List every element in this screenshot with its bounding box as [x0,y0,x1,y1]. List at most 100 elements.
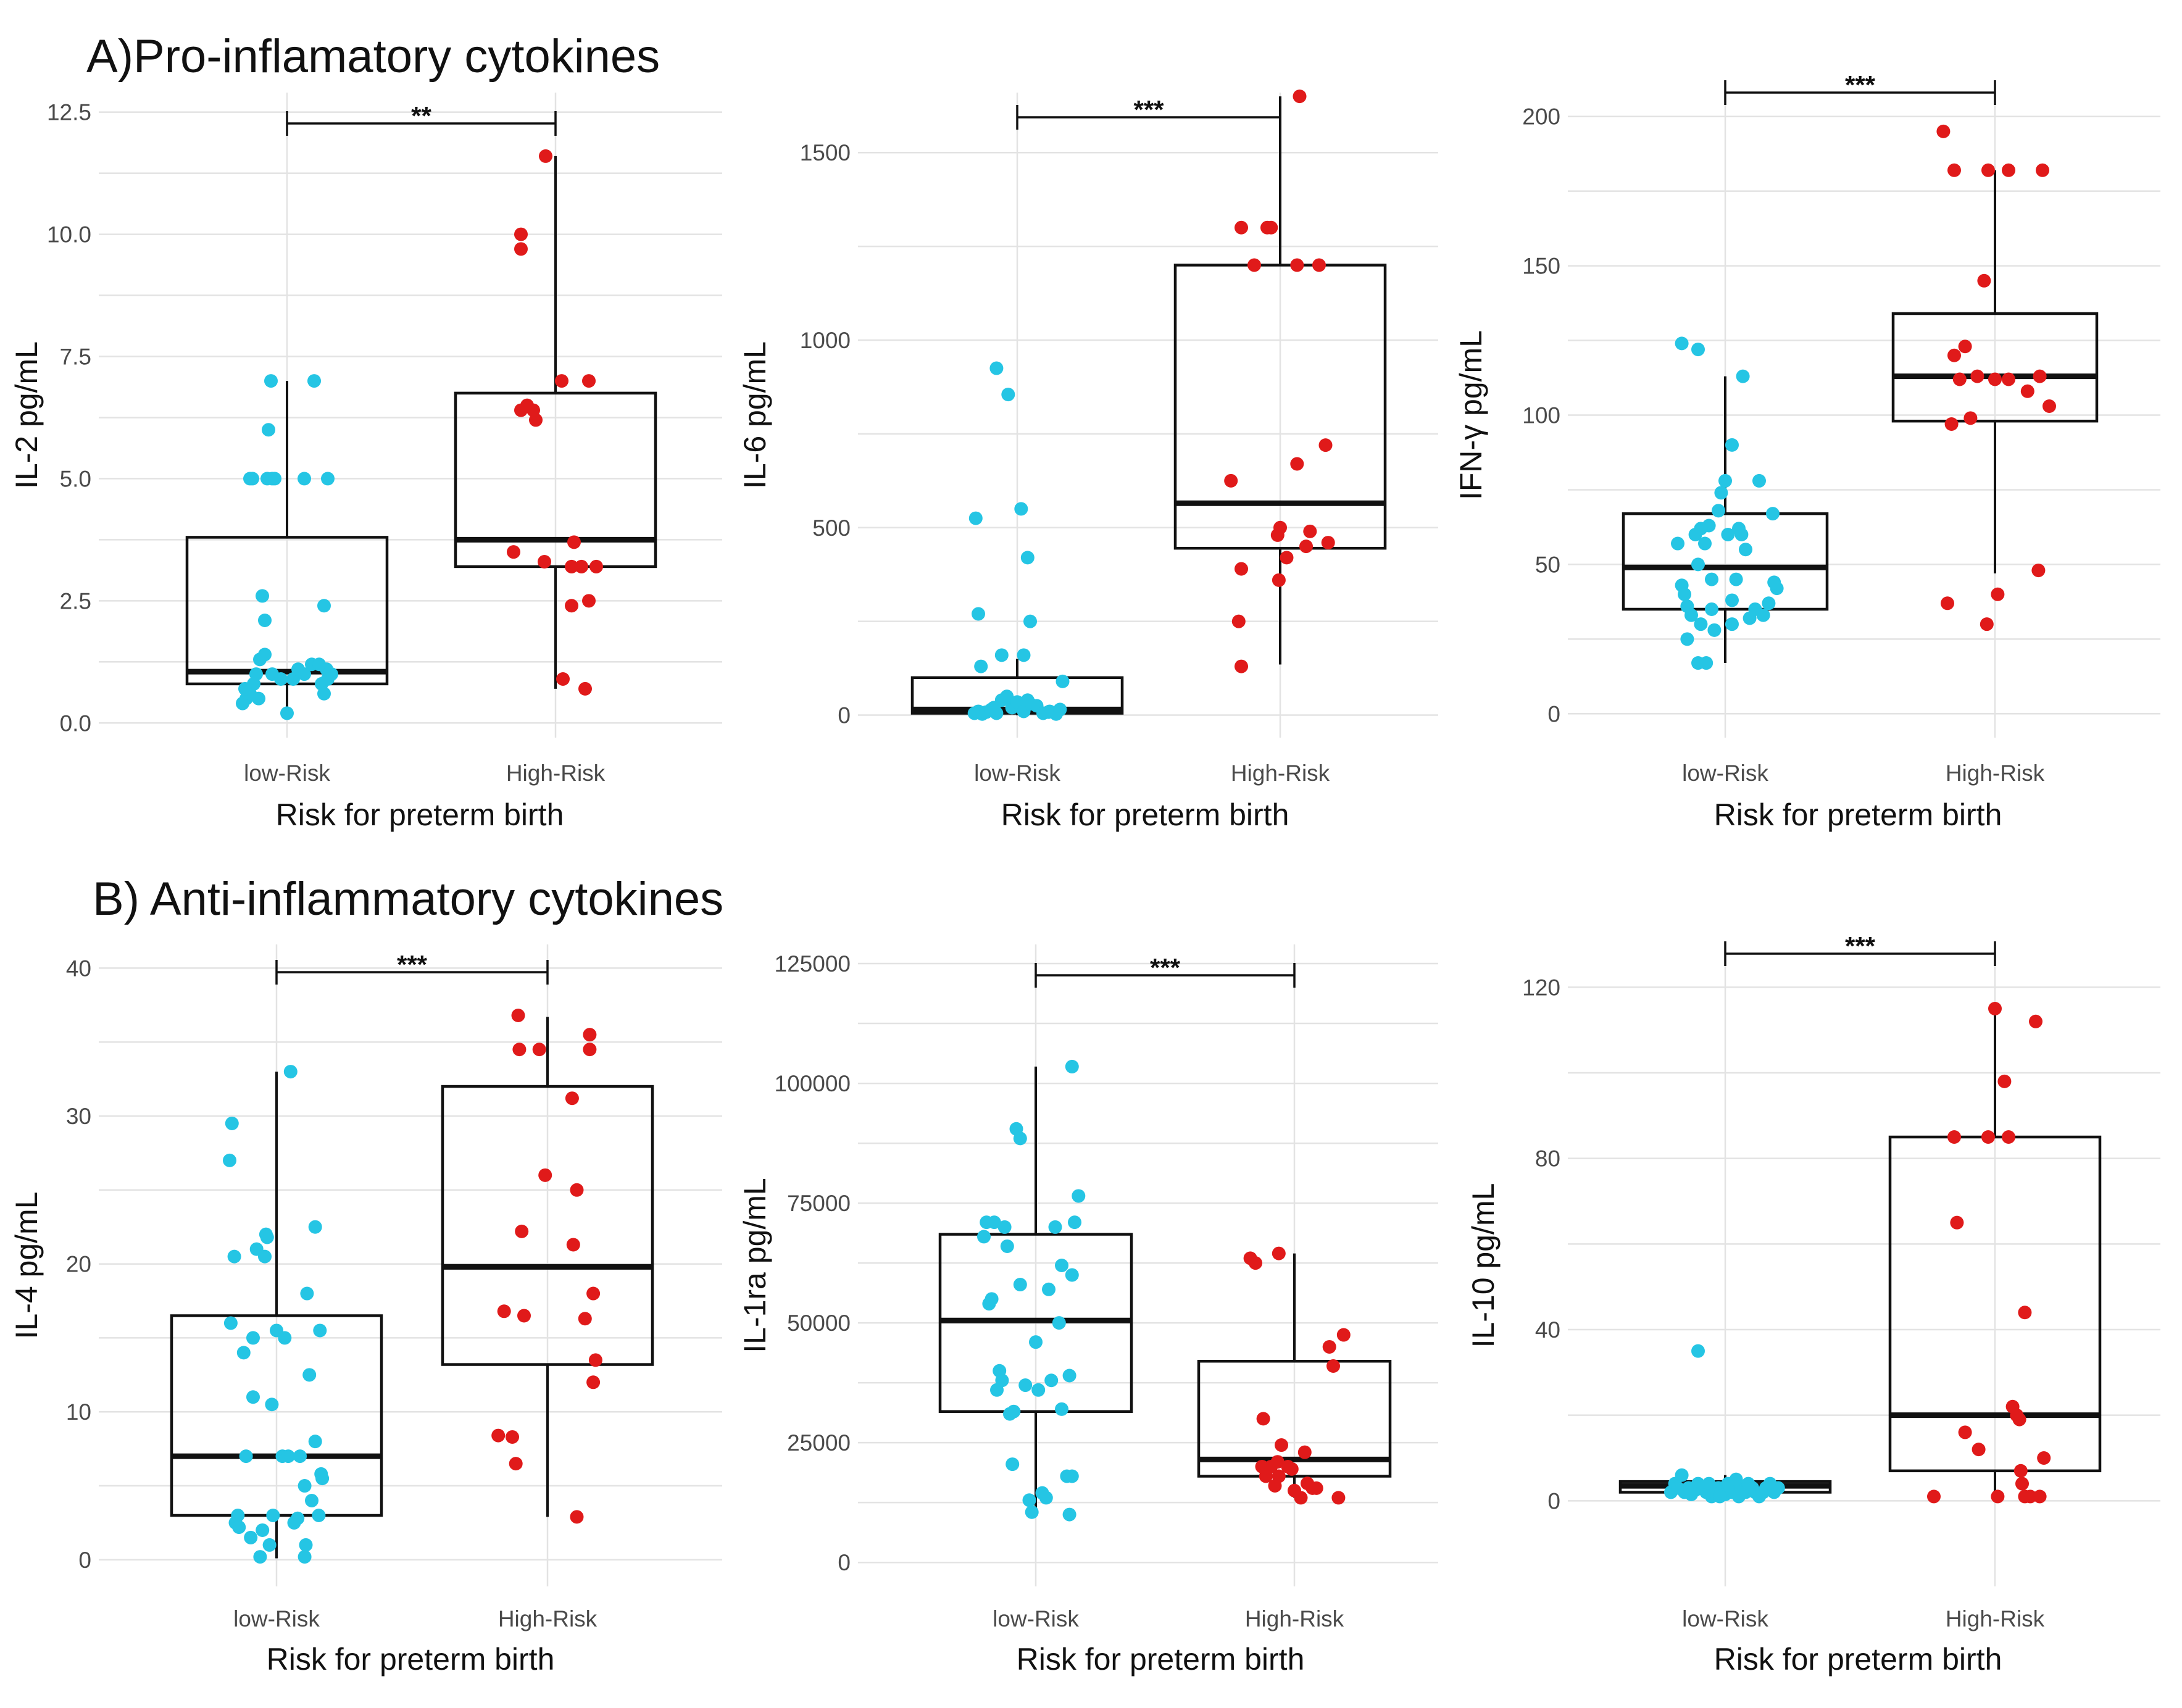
point-high-risk [1947,163,1961,177]
point-high-risk [1944,417,1959,431]
point-high-risk [2012,1412,2026,1427]
point-low-risk [1712,504,1725,518]
point-low-risk [1013,1278,1027,1292]
point-high-risk [1941,596,1954,610]
point-high-risk [1321,536,1335,550]
point-low-risk [1766,507,1780,521]
point-high-risk [506,1430,519,1444]
point-high-risk [2033,369,2047,383]
box-iqr [1197,1359,1392,1478]
point-low-risk [232,1520,246,1535]
point-high-risk [1326,1359,1340,1373]
point-low-risk [1752,473,1766,488]
y-tick-label: 10 [66,1399,91,1425]
point-high-risk [565,599,578,613]
x-axis-title: Risk for preterm birth [1017,1642,1305,1677]
point-low-risk [1065,1469,1079,1483]
chart-il6: 0 500 1000 1500 *** low-Risk High-Risk Risk for… [738,90,1438,832]
x-axis-title: Risk for preterm birth [267,1642,555,1677]
point-low-risk [307,374,321,388]
significance-bracket: *** [1724,931,1996,966]
point-low-risk [291,662,305,677]
x-tick-label: High-Risk [1231,760,1330,786]
point-high-risk [567,535,581,549]
point-high-risk [570,1183,584,1197]
point-high-risk [2020,384,2034,398]
point-low-risk [258,648,272,662]
point-high-risk [1235,220,1248,235]
point-high-risk [1294,1491,1308,1505]
point-high-risk [1249,1256,1262,1270]
point-high-risk [1927,1489,1941,1504]
box-low-Risk [938,1066,1133,1512]
point-low-risk [1756,608,1770,622]
point-low-risk [977,1230,991,1244]
point-low-risk [317,599,331,613]
point-high-risk [538,1168,552,1182]
point-high-risk [517,1309,531,1323]
point-low-risk [238,681,252,696]
point-low-risk [1001,388,1015,402]
point-low-risk [1062,1507,1076,1522]
point-low-risk [1675,336,1689,351]
point-high-risk [514,227,528,241]
point-high-risk [1256,1412,1270,1426]
point-low-risk [1020,693,1035,707]
y-tick-label: 120 [1522,975,1560,1000]
point-low-risk [313,1323,327,1338]
significance-bracket: *** [275,950,549,985]
point-high-risk [1991,587,2005,601]
point-low-risk [236,1346,251,1360]
point-low-risk [1000,689,1014,704]
point-high-risk [1297,1445,1312,1459]
y-tick-label: 2.5 [60,588,91,614]
y-tick-label: 100000 [775,1071,851,1096]
point-low-risk [308,1435,322,1449]
point-high-risk [1272,1246,1286,1260]
y-tick-label: 10.0 [47,222,91,248]
point-low-risk [974,659,988,673]
point-low-risk [1065,1268,1079,1282]
point-low-risk [244,1530,258,1544]
point-low-risk [1042,1282,1056,1296]
point-low-risk [293,1449,307,1464]
x-axis-title: Risk for preterm birth [1714,798,2002,832]
point-low-risk [258,1249,272,1264]
point-high-risk [512,1043,527,1057]
point-high-risk [589,559,603,573]
y-tick-label: 30 [66,1104,91,1129]
point-low-risk [989,361,1004,375]
x-tick-label: low-Risk [1682,760,1768,786]
point-high-risk [2002,1130,2015,1144]
significance-label: *** [1150,953,1181,982]
point-low-risk [1013,1131,1027,1146]
y-tick-label: 20 [66,1252,91,1277]
point-high-risk [566,1238,580,1252]
point-high-risk [509,1457,523,1471]
point-low-risk [1729,572,1743,586]
point-low-risk [256,589,269,603]
point-low-risk [1699,656,1714,670]
significance-label: ** [411,101,431,130]
point-low-risk [995,1373,1009,1388]
point-high-risk [2018,1306,2032,1320]
point-low-risk [265,1398,279,1412]
y-tick-label: 0 [1547,1488,1560,1514]
x-axis-title: Risk for preterm birth [1714,1642,2002,1677]
point-low-risk [1694,522,1708,536]
point-high-risk [1312,258,1326,272]
point-low-risk [1725,593,1739,607]
y-tick-label: 0.0 [60,710,91,736]
chart-il1ra: 0 25000 50000 75000 100000 125000 *** low-Risk H… [738,944,1438,1677]
box-low-Risk [185,381,389,714]
y-tick-label: 75000 [787,1191,851,1216]
x-tick-label: High-Risk [1946,1606,2045,1631]
point-low-risk [298,1479,312,1493]
point-high-risk [529,413,543,427]
point-low-risk [1031,1383,1046,1397]
point-low-risk [1675,1468,1689,1482]
point-low-risk [1721,528,1735,542]
point-low-risk [1678,587,1691,601]
point-high-risk [1247,258,1261,272]
